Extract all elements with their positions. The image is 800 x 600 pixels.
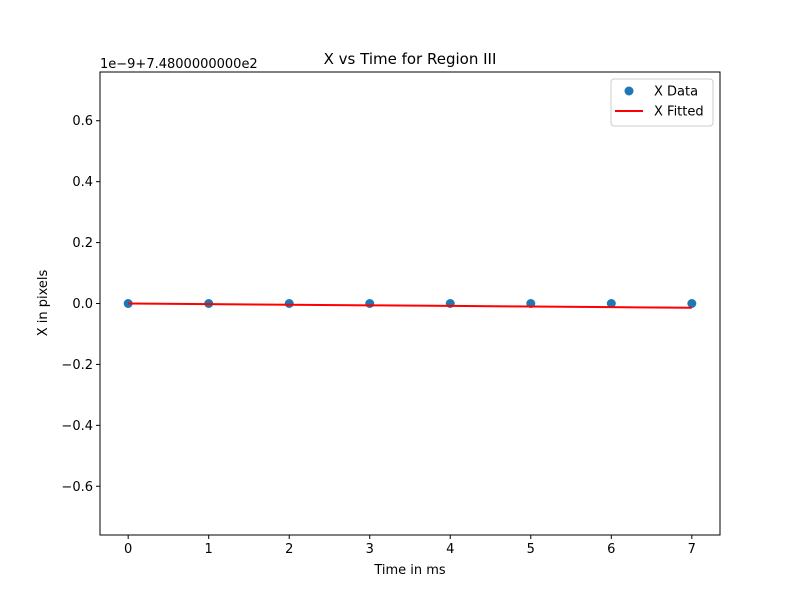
x-tick-label: 4 [446,542,454,557]
y-axis-label: X in pixels [36,269,51,336]
x-axis-label: Time in ms [373,563,446,578]
data-point [284,299,294,308]
y-tick-label: −0.2 [61,358,93,373]
x-tick-label: 1 [205,542,213,557]
x-tick-label: 6 [607,542,615,557]
y-tick-label: 0.6 [72,114,93,129]
chart-title: X vs Time for Region III [324,50,497,68]
legend-box [610,78,714,127]
y-tick-label: 0.4 [72,175,93,190]
x-axis: 0 1 2 3 4 5 6 7 [124,535,696,557]
x-tick-label: 3 [366,542,374,557]
y-axis: −0.6 −0.4 −0.2 0.0 0.2 0.4 0.6 [61,114,100,495]
x-tick-label: 0 [124,542,132,557]
data-point [365,299,375,308]
y-offset-text: 1e−9+7.4800000000e2 [100,57,258,72]
x-tick-label: 5 [527,542,535,557]
x-tick-label: 7 [688,542,696,557]
fitted-line [128,302,692,309]
legend-label: X Data [654,85,698,100]
y-tick-label: 0.2 [72,236,93,251]
y-tick-label: 0.0 [72,297,93,312]
y-tick-label: −0.6 [61,480,93,495]
data-point [606,299,616,308]
y-tick-label: −0.4 [61,419,93,434]
x-tick-label: 2 [285,542,293,557]
legend: X Data X Fitted [610,78,714,127]
data-point [687,299,697,308]
plot-area [123,299,697,309]
legend-marker-scatter [624,86,634,96]
legend-label: X Fitted [654,105,704,120]
